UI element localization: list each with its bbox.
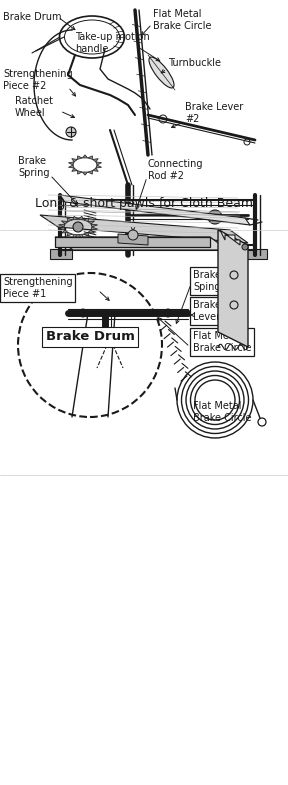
- Text: Flat Metal
Brake Circle: Flat Metal Brake Circle: [193, 331, 251, 352]
- Polygon shape: [83, 218, 89, 221]
- Circle shape: [159, 115, 167, 123]
- Circle shape: [244, 139, 250, 145]
- Polygon shape: [73, 234, 78, 238]
- Polygon shape: [88, 170, 92, 174]
- Polygon shape: [58, 224, 65, 227]
- Polygon shape: [78, 234, 83, 238]
- Polygon shape: [91, 227, 98, 230]
- Polygon shape: [88, 155, 92, 159]
- Bar: [50, 249, 72, 259]
- Polygon shape: [67, 218, 73, 221]
- Polygon shape: [88, 230, 95, 233]
- Text: Connecting
Rod #2: Connecting Rod #2: [148, 159, 204, 181]
- Bar: [245, 249, 267, 259]
- Polygon shape: [82, 155, 88, 158]
- Text: Ratchet
Wheel: Ratchet Wheel: [15, 96, 53, 118]
- Polygon shape: [72, 168, 77, 171]
- Circle shape: [208, 210, 222, 224]
- Polygon shape: [61, 221, 68, 224]
- Circle shape: [66, 127, 76, 137]
- Polygon shape: [118, 234, 148, 245]
- Circle shape: [242, 244, 248, 250]
- Polygon shape: [69, 162, 74, 165]
- Text: Brake Drum: Brake Drum: [46, 330, 134, 344]
- Ellipse shape: [149, 57, 174, 88]
- Polygon shape: [73, 216, 78, 220]
- Circle shape: [73, 222, 83, 232]
- Polygon shape: [96, 165, 102, 168]
- Circle shape: [164, 309, 172, 317]
- Text: Brake
Lever #1: Brake Lever #1: [193, 300, 238, 322]
- Polygon shape: [220, 230, 240, 245]
- Polygon shape: [91, 224, 98, 227]
- Text: Turnbuckle: Turnbuckle: [168, 58, 221, 68]
- Polygon shape: [96, 162, 102, 165]
- Text: Strengthening
Piece #2: Strengthening Piece #2: [3, 69, 73, 91]
- Text: Flat Metal
Brake Circle: Flat Metal Brake Circle: [193, 401, 251, 423]
- Polygon shape: [69, 165, 74, 168]
- Polygon shape: [78, 216, 83, 220]
- Polygon shape: [55, 237, 228, 250]
- Polygon shape: [77, 155, 82, 159]
- Polygon shape: [61, 230, 68, 233]
- Polygon shape: [40, 215, 248, 243]
- Polygon shape: [92, 159, 98, 162]
- Polygon shape: [88, 221, 95, 224]
- Polygon shape: [67, 232, 73, 236]
- Text: Brake Lever
#2: Brake Lever #2: [185, 102, 243, 124]
- Circle shape: [128, 230, 138, 240]
- Text: Brake Drum: Brake Drum: [3, 12, 62, 22]
- Polygon shape: [58, 227, 65, 230]
- Text: Strengthening
Piece #1: Strengthening Piece #1: [3, 277, 73, 299]
- Text: Long & short pawls for Cloth Beam: Long & short pawls for Cloth Beam: [35, 196, 253, 210]
- Text: Take-up motion
handle: Take-up motion handle: [75, 32, 150, 54]
- Text: Brake
Spring: Brake Spring: [18, 156, 50, 178]
- Text: Brake
Spings: Brake Spings: [193, 270, 226, 292]
- Polygon shape: [55, 237, 210, 247]
- Polygon shape: [72, 159, 77, 162]
- Polygon shape: [77, 170, 82, 174]
- Polygon shape: [60, 195, 250, 225]
- Polygon shape: [83, 232, 89, 236]
- Circle shape: [79, 309, 87, 317]
- Polygon shape: [218, 230, 248, 347]
- Circle shape: [104, 339, 112, 347]
- Polygon shape: [92, 168, 98, 171]
- Polygon shape: [82, 172, 88, 175]
- Text: Flat Metal
Brake Circle: Flat Metal Brake Circle: [153, 9, 211, 31]
